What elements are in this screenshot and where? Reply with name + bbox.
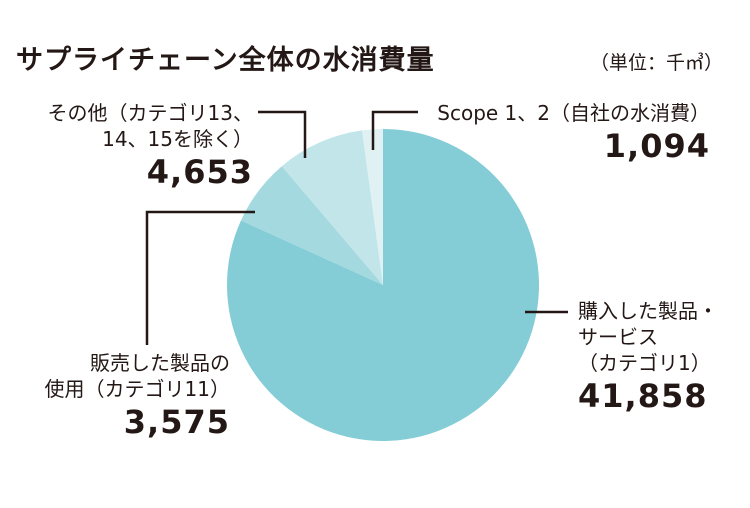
slice-label-text: その他（カテゴリ13、 — [47, 101, 253, 125]
slice-value: 3,575 — [123, 403, 230, 441]
slice-label-text: 14、15を除く） — [102, 127, 253, 151]
slice-scope12 — [362, 129, 383, 285]
chart-title: サプライチェーン全体の水消費量 — [16, 45, 435, 76]
slice-label-other: その他（カテゴリ13、 14、15を除く） 4,653 — [48, 100, 253, 192]
slice-label-text: （カテゴリ1） — [578, 351, 711, 375]
leader-line-other — [258, 110, 307, 158]
slice-label-scope12: Scope 1、2（自社の水消費） 1,094 — [437, 100, 710, 166]
slice-value: 4,653 — [146, 153, 253, 191]
slice-label-text: 販売した製品の — [90, 351, 230, 375]
slice-other — [281, 130, 383, 285]
unit-label: （単位：千㎥） — [590, 52, 724, 74]
slice-label-sold-products-use: 販売した製品の 使用（カテゴリ11） 3,575 — [45, 350, 230, 442]
leader-line-sold-products-use — [145, 210, 255, 345]
slice-label-text: 購入した製品・ — [578, 299, 718, 323]
slice-value: 41,858 — [578, 377, 708, 415]
slice-label-purchased-goods: 購入した製品・ サービス （カテゴリ1） 41,858 — [578, 298, 718, 416]
slice-sold-products-use — [240, 166, 383, 285]
slice-label-text: 使用（カテゴリ11） — [44, 377, 230, 401]
slice-value: 1,094 — [603, 127, 710, 165]
leader-line-scope12 — [371, 110, 418, 150]
slice-label-text: サービス — [578, 325, 658, 349]
slice-label-text: Scope 1、2（自社の水消費） — [437, 101, 710, 125]
